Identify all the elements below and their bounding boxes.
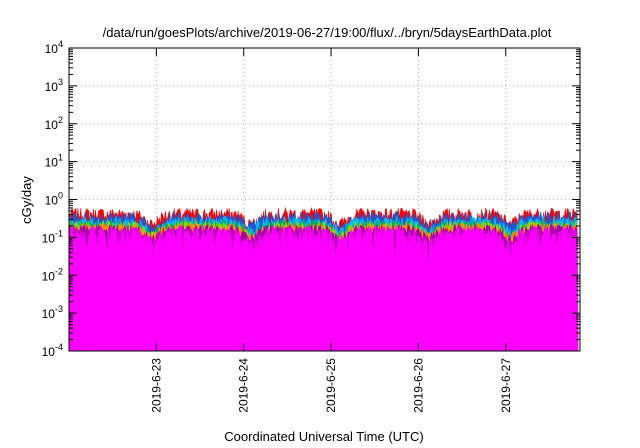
y-tick-label: 10-4	[42, 342, 63, 359]
x-tick-label: 2019-6-25	[324, 358, 338, 413]
x-tick-label: 2019-6-23	[149, 358, 163, 413]
y-tick-label: 10-1	[42, 228, 63, 245]
y-tick-label: 104	[45, 39, 63, 56]
y-tick-label: 102	[45, 115, 63, 132]
x-tick-label: 2019-6-24	[237, 358, 251, 413]
y-tick-label: 101	[45, 153, 63, 170]
x-tick-label: 2019-6-26	[411, 358, 425, 413]
plot-area	[68, 206, 580, 352]
series-area	[68, 224, 580, 352]
y-axis: 10-4 10-3 10-2 10-1 100 101 102 103 104	[42, 39, 580, 359]
y-tick-label: 100	[45, 191, 63, 208]
chart-title: /data/run/goesPlots/archive/2019-06-27/1…	[103, 25, 552, 40]
y-axis-label: cGy/day	[19, 176, 34, 224]
x-axis-label: Coordinated Universal Time (UTC)	[224, 429, 423, 444]
y-tick-label: 10-3	[42, 304, 63, 321]
y-tick-label: 10-2	[42, 266, 63, 283]
x-tick-label: 2019-6-27	[499, 358, 513, 413]
y-tick-label: 103	[45, 77, 63, 94]
x-axis: 2019-6-23 2019-6-24 2019-6-25 2019-6-26 2019…	[149, 48, 513, 413]
